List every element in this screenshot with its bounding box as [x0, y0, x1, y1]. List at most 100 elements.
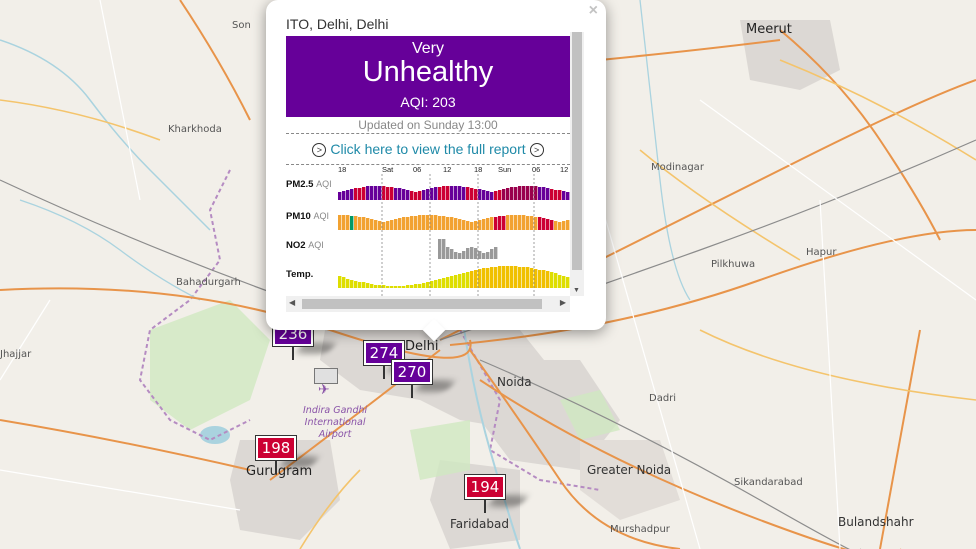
spark-bar: [434, 187, 438, 200]
spark-bar: [374, 220, 378, 230]
spark-bar: [466, 272, 470, 288]
spark-bar: [338, 192, 342, 200]
spark-bar: [402, 286, 406, 288]
spark-bar: [446, 277, 450, 288]
spark-bar: [386, 187, 390, 200]
chevron-right-icon: >: [312, 143, 327, 157]
row-label-pm25: PM2.5 AQI: [286, 179, 332, 190]
spark-bar: [466, 187, 470, 200]
time-label: 12: [560, 165, 568, 174]
spark-bar: [470, 222, 474, 230]
spark-bar: [442, 216, 446, 230]
spark-bar: [490, 249, 494, 259]
time-label: 06: [413, 165, 421, 174]
spark-bar: [426, 282, 430, 288]
spark-bar: [566, 277, 570, 288]
vertical-scrollbar[interactable]: ▼: [570, 32, 584, 296]
spark-bar: [366, 218, 370, 230]
place-label: Hapur: [806, 247, 837, 258]
spark-bar: [462, 187, 466, 200]
time-label: Sun: [498, 165, 511, 174]
spark-bar: [546, 219, 550, 230]
spark-bar: [554, 221, 558, 230]
spark-bar: [358, 282, 362, 288]
forecast-sparklines: 18 Sat 06 12 18 Sun 06 12: [338, 165, 570, 298]
spark-bar: [494, 217, 498, 230]
spark-bar: [410, 285, 414, 288]
spark-bar: [490, 217, 494, 230]
spark-bar: [474, 248, 478, 259]
spark-bar: [458, 253, 462, 259]
spark-bar: [430, 188, 434, 200]
spark-bar: [518, 215, 522, 230]
full-report-link[interactable]: > Click here to view the full report >: [286, 141, 570, 157]
divider: [286, 164, 570, 165]
spark-bar: [490, 267, 494, 288]
spark-bar: [526, 216, 530, 230]
spark-bar: [418, 191, 422, 200]
spark-bar: [450, 217, 454, 230]
spark-bar: [366, 186, 370, 200]
airport-label: Indira Gandhi International Airport: [303, 405, 368, 440]
spark-bar: [526, 267, 530, 288]
spark-bar: [510, 187, 514, 200]
spark-bar: [530, 268, 534, 288]
airplane-icon: ✈: [318, 381, 330, 397]
place-label: Kharkhoda: [168, 124, 222, 135]
horizontal-scrollbar[interactable]: ◀ ▶: [286, 296, 570, 312]
place-label: Bahadurgarh: [176, 277, 241, 288]
spark-bar: [494, 191, 498, 200]
aqi-value: AQI: 203: [400, 94, 456, 110]
spark-bar: [470, 247, 474, 259]
place-label: Murshadpur: [610, 524, 670, 535]
spark-bar: [422, 215, 426, 230]
spark-bar: [506, 215, 510, 230]
spark-bar: [538, 270, 542, 288]
spark-bar: [462, 251, 466, 259]
spark-bar: [566, 220, 570, 230]
spark-bar: [546, 188, 550, 200]
spark-bar: [478, 189, 482, 200]
spark-bar: [534, 269, 538, 288]
spark-bar: [478, 220, 482, 230]
spark-bar: [426, 215, 430, 230]
airport-building: [314, 368, 338, 384]
scroll-down-icon[interactable]: ▼: [573, 287, 580, 294]
spark-bar: [486, 218, 490, 230]
spark-bar: [494, 267, 498, 288]
spark-bar: [430, 281, 434, 288]
spark-bar: [462, 273, 466, 288]
spark-bar: [566, 192, 570, 200]
spark-bar: [366, 283, 370, 288]
spark-bar: [538, 217, 542, 230]
spark-bar: [470, 271, 474, 288]
spark-bar: [522, 215, 526, 230]
spark-bar: [506, 266, 510, 288]
spark-bar: [458, 219, 462, 230]
spark-bar: [534, 186, 538, 200]
place-label: Faridabad: [450, 517, 509, 531]
spark-bar: [362, 187, 366, 200]
spark-bar: [474, 189, 478, 200]
spark-bar: [550, 220, 554, 230]
popup-content: ITO, Delhi, Delhi Very Unhealthy AQI: 20…: [286, 12, 584, 312]
spark-bar: [386, 286, 390, 288]
spark-bar: [418, 284, 422, 288]
spark-bar: [342, 215, 346, 230]
spark-bar: [454, 186, 458, 200]
spark-bar: [374, 285, 378, 288]
spark-bar: [446, 217, 450, 230]
spark-bar: [402, 189, 406, 200]
spark-bar: [398, 218, 402, 230]
spark-bar: [442, 239, 446, 259]
scroll-right-icon: ▶: [559, 298, 566, 307]
spark-bar: [446, 247, 450, 259]
spark-bar: [530, 186, 534, 200]
spark-bar: [378, 285, 382, 288]
close-icon[interactable]: ×: [588, 2, 598, 19]
spark-bar: [478, 269, 482, 288]
spark-bar: [518, 186, 522, 200]
spark-bar: [518, 267, 522, 288]
spark-bar: [342, 191, 346, 200]
spark-bar: [470, 188, 474, 200]
